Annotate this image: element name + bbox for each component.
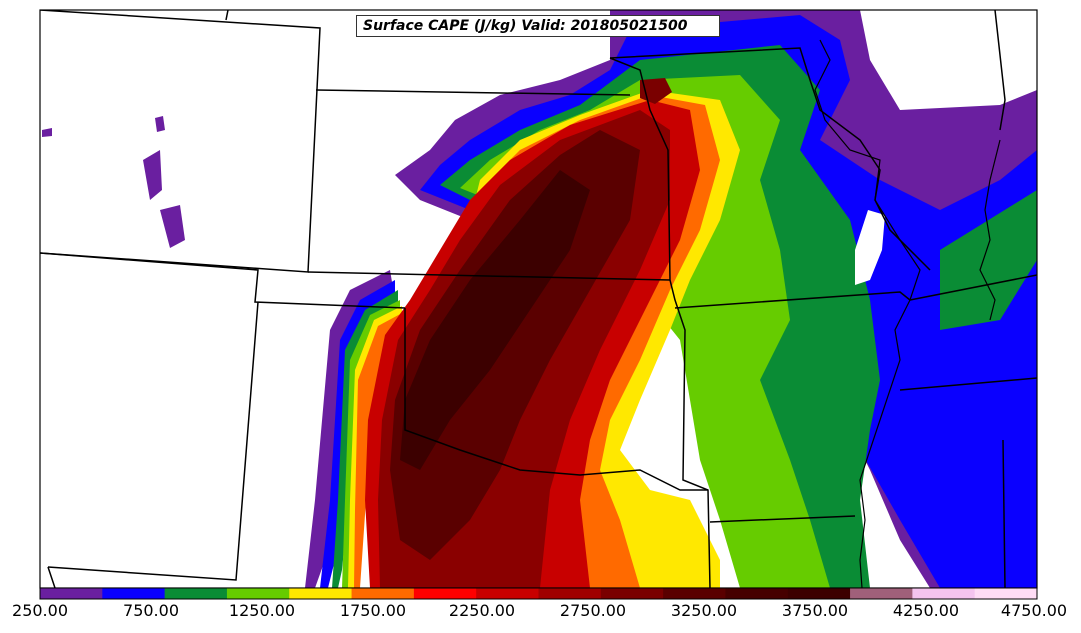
colorbar-tick-label: 2750.00 [559,601,627,620]
colorbar-swatch [226,588,290,599]
colorbar-frame [39,587,1038,600]
colorbar-tick-label: 250.00 [12,601,68,620]
colorbar-tick-label: 750.00 [123,601,179,620]
colorbar-swatch [725,588,789,599]
colorbar-tick-label: 3750.00 [781,601,849,620]
colorbar-swatch [102,588,166,599]
colorbar-swatch [413,588,477,599]
cape-hotspot [640,78,672,104]
colorbar-swatch [787,588,851,599]
colorbar-tick-label: 4250.00 [892,601,960,620]
cape-field [40,10,1037,588]
colorbar-swatch [476,588,539,599]
colorbar-swatch [289,588,353,599]
colorbar-swatch [974,588,1038,599]
colorbar-swatch [663,588,726,599]
colorbar-swatch [40,588,103,599]
colorbar-swatch [850,588,913,599]
colorbar-tick-label: 3250.00 [670,601,738,620]
state-boundaries [40,10,1037,588]
map-title: Surface CAPE (J/kg) Valid: 201805021500 [356,15,720,37]
lake [855,210,885,285]
cape-cells-west [42,116,185,248]
cape-band-4750 [400,170,590,470]
colorbar [40,588,1038,599]
colorbar-tick-label: 2250.00 [448,601,516,620]
cape-band-4250 [390,130,640,560]
colorbar-swatch [912,588,976,599]
colorbar-tick-label: 1250.00 [228,601,296,620]
colorbar-tick-label: 1750.00 [339,601,407,620]
river-lines [814,39,1001,588]
colorbar-swatch [351,588,415,599]
colorbar-swatch [600,588,664,599]
colorbar-tick-label: 4750.00 [1000,601,1068,620]
colorbar-swatch [538,588,602,599]
colorbar-swatch [164,588,228,599]
